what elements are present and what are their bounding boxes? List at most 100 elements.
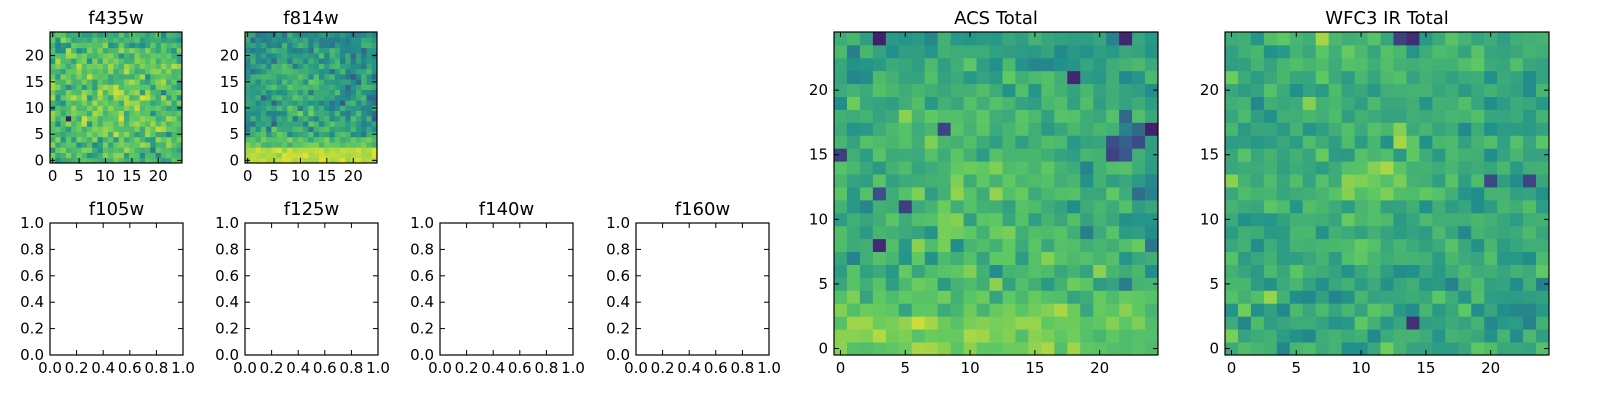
heatmap-cell — [361, 63, 367, 70]
heatmap-cell — [308, 136, 315, 143]
heatmap-cell — [1341, 225, 1355, 240]
heatmap-cell — [350, 94, 357, 101]
y-tick-label: 10 — [809, 210, 828, 228]
heatmap-cell — [65, 47, 72, 54]
heatmap-cell — [129, 63, 135, 70]
y-tick-label: 5 — [229, 125, 239, 143]
heatmap-cell — [1289, 199, 1304, 214]
heatmap-cell — [266, 126, 272, 132]
heatmap-cell — [155, 121, 162, 127]
heatmap-cell — [340, 84, 346, 91]
heatmap-cell — [245, 100, 251, 106]
heatmap-cell — [160, 58, 167, 64]
heatmap-cell — [937, 238, 952, 253]
heatmap-cell — [1237, 135, 1252, 149]
heatmap-cell — [160, 89, 167, 96]
heatmap-cell — [350, 52, 357, 59]
heatmap-cell — [1484, 174, 1498, 188]
heatmap-cell — [1497, 135, 1511, 149]
y-tick-label: 15 — [220, 73, 239, 91]
heatmap-cell — [102, 89, 109, 96]
heatmap-cell — [1471, 148, 1485, 162]
heatmap-cell — [303, 63, 309, 70]
heatmap-cell — [1132, 148, 1146, 162]
heatmap-cell — [76, 47, 83, 54]
heatmap-cell — [171, 105, 178, 111]
heatmap-cell — [1015, 174, 1029, 188]
heatmap-cell — [86, 94, 93, 101]
heatmap-cell — [1367, 264, 1381, 278]
heatmap-cell — [50, 152, 56, 159]
heatmap-cell — [1445, 174, 1459, 188]
heatmap-cell — [371, 32, 378, 38]
heatmap-cell — [60, 42, 67, 49]
heatmap-cell — [366, 142, 373, 148]
heatmap-cell — [266, 63, 272, 70]
heatmap-cell — [171, 52, 178, 59]
heatmap-cell — [1393, 225, 1407, 240]
heatmap-cell — [92, 58, 98, 64]
heatmap-cell — [92, 42, 98, 49]
heatmap-cell — [1289, 135, 1304, 149]
heatmap-cell — [108, 110, 114, 117]
heatmap-cell — [1497, 290, 1511, 304]
heatmap-cell — [872, 199, 887, 214]
heatmap-cell — [1354, 316, 1368, 330]
heatmap-cell — [313, 152, 320, 159]
heatmap-cell — [1445, 161, 1459, 175]
heatmap-cell — [176, 115, 183, 122]
heatmap-cell — [1093, 187, 1107, 201]
heatmap-cell — [1080, 316, 1094, 330]
heatmap-cell — [898, 277, 913, 291]
heatmap-cell — [846, 174, 861, 188]
x-tick-label: 0.8 — [730, 359, 754, 377]
heatmap-cell — [139, 152, 146, 159]
heatmap-cell — [134, 94, 141, 101]
heatmap-cell — [834, 199, 848, 214]
heatmap-cell — [1028, 225, 1042, 240]
heatmap-cell — [366, 68, 373, 75]
heatmap-cell — [898, 199, 913, 214]
heatmap-cell — [260, 58, 267, 64]
heatmap-cell — [1302, 96, 1317, 110]
heatmap-cell — [1119, 342, 1133, 356]
heatmap-cell — [1341, 342, 1355, 356]
heatmap-cell — [266, 79, 272, 85]
heatmap-cell — [334, 94, 341, 101]
heatmap-cell — [1484, 32, 1498, 46]
heatmap-cell — [60, 136, 67, 143]
heatmap-cell — [334, 52, 341, 59]
heatmap-cell — [1132, 161, 1146, 175]
heatmap-cell — [1380, 238, 1394, 253]
heatmap-cell — [950, 57, 964, 72]
heatmap-cell — [1028, 70, 1042, 85]
heatmap-cell — [1354, 303, 1368, 317]
heatmap-cell — [297, 126, 304, 132]
heatmap-cell — [150, 63, 156, 70]
heatmap-cell — [1497, 212, 1511, 227]
y-tick-label: 0 — [1209, 340, 1219, 358]
heatmap-cell — [81, 147, 88, 153]
heatmap-cell — [1302, 148, 1317, 162]
heatmap-cell — [1510, 161, 1524, 175]
heatmap-cell — [989, 161, 1003, 175]
heatmap-cell — [1119, 122, 1133, 136]
heatmap-cell — [1237, 174, 1252, 188]
heatmap-cell — [102, 79, 109, 85]
heatmap-cell — [287, 32, 293, 38]
heatmap-cell — [281, 42, 288, 49]
heatmap-cell — [324, 100, 330, 106]
heatmap-cell — [1028, 83, 1042, 97]
heatmap-cell — [834, 277, 848, 291]
heatmap-cell — [1419, 57, 1433, 72]
heatmap-cell — [1536, 303, 1550, 317]
heatmap-cell — [1393, 264, 1407, 278]
heatmap-cell — [92, 89, 98, 96]
heatmap-cell — [834, 57, 848, 72]
heatmap-cell — [361, 142, 367, 148]
heatmap-cell — [1458, 290, 1472, 304]
heatmap-cell — [1328, 44, 1343, 59]
x-tick-label: 10 — [1352, 359, 1371, 377]
heatmap-cell — [1002, 187, 1016, 201]
heatmap-cell — [1523, 316, 1537, 330]
